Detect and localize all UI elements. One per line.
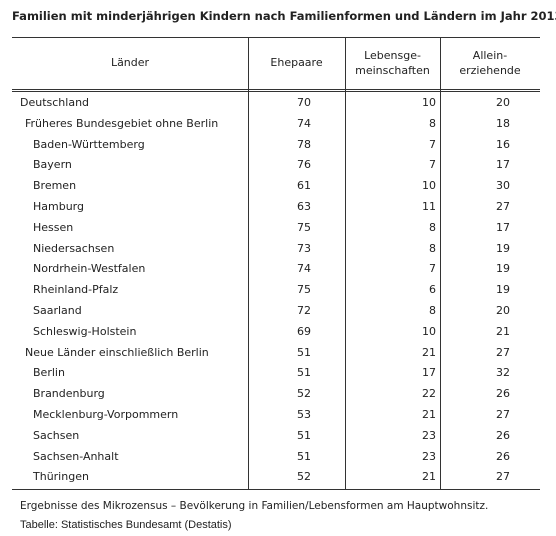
cell-value: 75 xyxy=(297,220,311,234)
column-rule xyxy=(248,37,249,490)
cell-value: 10 xyxy=(422,179,436,193)
cell-value: 19 xyxy=(496,241,510,255)
source: Tabelle: Statistisches Bundesamt (Destat… xyxy=(20,519,232,531)
cell-value: 19 xyxy=(496,283,510,297)
rule xyxy=(12,489,540,490)
column-header: Allein- erziehende xyxy=(459,49,521,77)
cell-value: 21 xyxy=(422,470,436,484)
row-label: Rheinland-Pfalz xyxy=(33,283,119,297)
cell-value: 21 xyxy=(422,345,436,359)
row-label: Neue Länder einschließlich Berlin xyxy=(25,345,209,359)
cell-value: 75 xyxy=(297,283,311,297)
row-label: Niedersachsen xyxy=(33,241,115,255)
cell-value: 7 xyxy=(429,158,436,172)
row-label: Bayern xyxy=(33,158,72,172)
cell-value: 8 xyxy=(429,116,436,130)
cell-value: 69 xyxy=(297,324,311,338)
row-label: Früheres Bundesgebiet ohne Berlin xyxy=(25,116,219,130)
row-label: Schleswig-Holstein xyxy=(33,324,137,338)
title: Familien mit minderjährigen Kindern nach… xyxy=(12,9,556,23)
column-header: Länder xyxy=(110,56,150,69)
column-header: Ehepaare xyxy=(270,56,323,69)
row-label: Sachsen-Anhalt xyxy=(33,449,119,463)
row-label: Sachsen xyxy=(33,428,80,442)
cell-value: 73 xyxy=(297,241,311,255)
cell-value: 63 xyxy=(297,200,311,213)
cell-value: 23 xyxy=(422,428,436,442)
cell-value: 20 xyxy=(496,304,510,317)
cell-value: 52 xyxy=(297,387,311,401)
cell-value: 76 xyxy=(297,158,311,172)
cell-value: 18 xyxy=(496,116,510,130)
row-label: Thüringen xyxy=(33,470,89,484)
cell-value: 78 xyxy=(297,137,311,151)
cell-value: 51 xyxy=(297,428,311,442)
row-label: Brandenburg xyxy=(33,387,105,401)
cell-value: 72 xyxy=(297,304,311,317)
cell-value: 70 xyxy=(297,96,311,109)
cell-value: 51 xyxy=(297,449,311,463)
cell-value: 27 xyxy=(496,408,510,421)
row-label: Hamburg xyxy=(33,200,84,213)
row-label: Deutschland xyxy=(20,96,90,109)
cell-value: 32 xyxy=(496,366,510,380)
row-label: Saarland xyxy=(33,304,82,317)
cell-value: 6 xyxy=(429,283,436,297)
rule xyxy=(12,91,540,92)
rule xyxy=(12,37,540,38)
cell-value: 8 xyxy=(429,241,436,255)
row-label: Mecklenburg-Vorpommern xyxy=(33,408,179,421)
row-label: Hessen xyxy=(33,220,74,234)
cell-value: 26 xyxy=(496,387,510,401)
cell-value: 10 xyxy=(422,324,436,338)
cell-value: 27 xyxy=(496,470,510,484)
cell-value: 8 xyxy=(429,304,436,317)
row-label: Baden-Württemberg xyxy=(33,137,145,151)
row-label: Berlin xyxy=(33,366,65,380)
cell-value: 26 xyxy=(496,428,510,442)
cell-value: 8 xyxy=(429,220,436,234)
cell-value: 27 xyxy=(496,200,510,213)
cell-value: 53 xyxy=(297,408,311,421)
cell-value: 51 xyxy=(297,345,311,359)
cell-value: 19 xyxy=(496,262,510,276)
cell-value: 21 xyxy=(422,408,436,421)
cell-value: 16 xyxy=(496,137,510,151)
cell-value: 21 xyxy=(496,324,510,338)
cell-value: 61 xyxy=(297,179,311,193)
cell-value: 10 xyxy=(422,96,436,109)
cell-value: 20 xyxy=(496,96,510,109)
row-label: Nordrhein-Westfalen xyxy=(33,262,146,276)
column-rule xyxy=(345,37,346,490)
column-rule xyxy=(440,37,441,490)
column-header: Lebensge- meinschaften xyxy=(355,49,430,77)
cell-value: 74 xyxy=(297,116,311,130)
row-label: Bremen xyxy=(33,179,77,193)
cell-value: 27 xyxy=(496,345,510,359)
cell-value: 52 xyxy=(297,470,311,484)
cell-value: 23 xyxy=(422,449,436,463)
cell-value: 17 xyxy=(422,366,436,380)
cell-value: 51 xyxy=(297,366,311,380)
footnote: Ergebnisse des Mikrozensus – Bevölkerung… xyxy=(20,500,489,512)
cell-value: 7 xyxy=(429,262,436,276)
cell-value: 11 xyxy=(422,200,436,213)
cell-value: 30 xyxy=(496,179,510,193)
cell-value: 26 xyxy=(496,449,510,463)
cell-value: 17 xyxy=(496,158,510,172)
cell-value: 17 xyxy=(496,220,510,234)
cell-value: 7 xyxy=(429,137,436,151)
cell-value: 22 xyxy=(422,387,436,401)
cell-value: 74 xyxy=(297,262,311,276)
rule xyxy=(12,89,540,90)
